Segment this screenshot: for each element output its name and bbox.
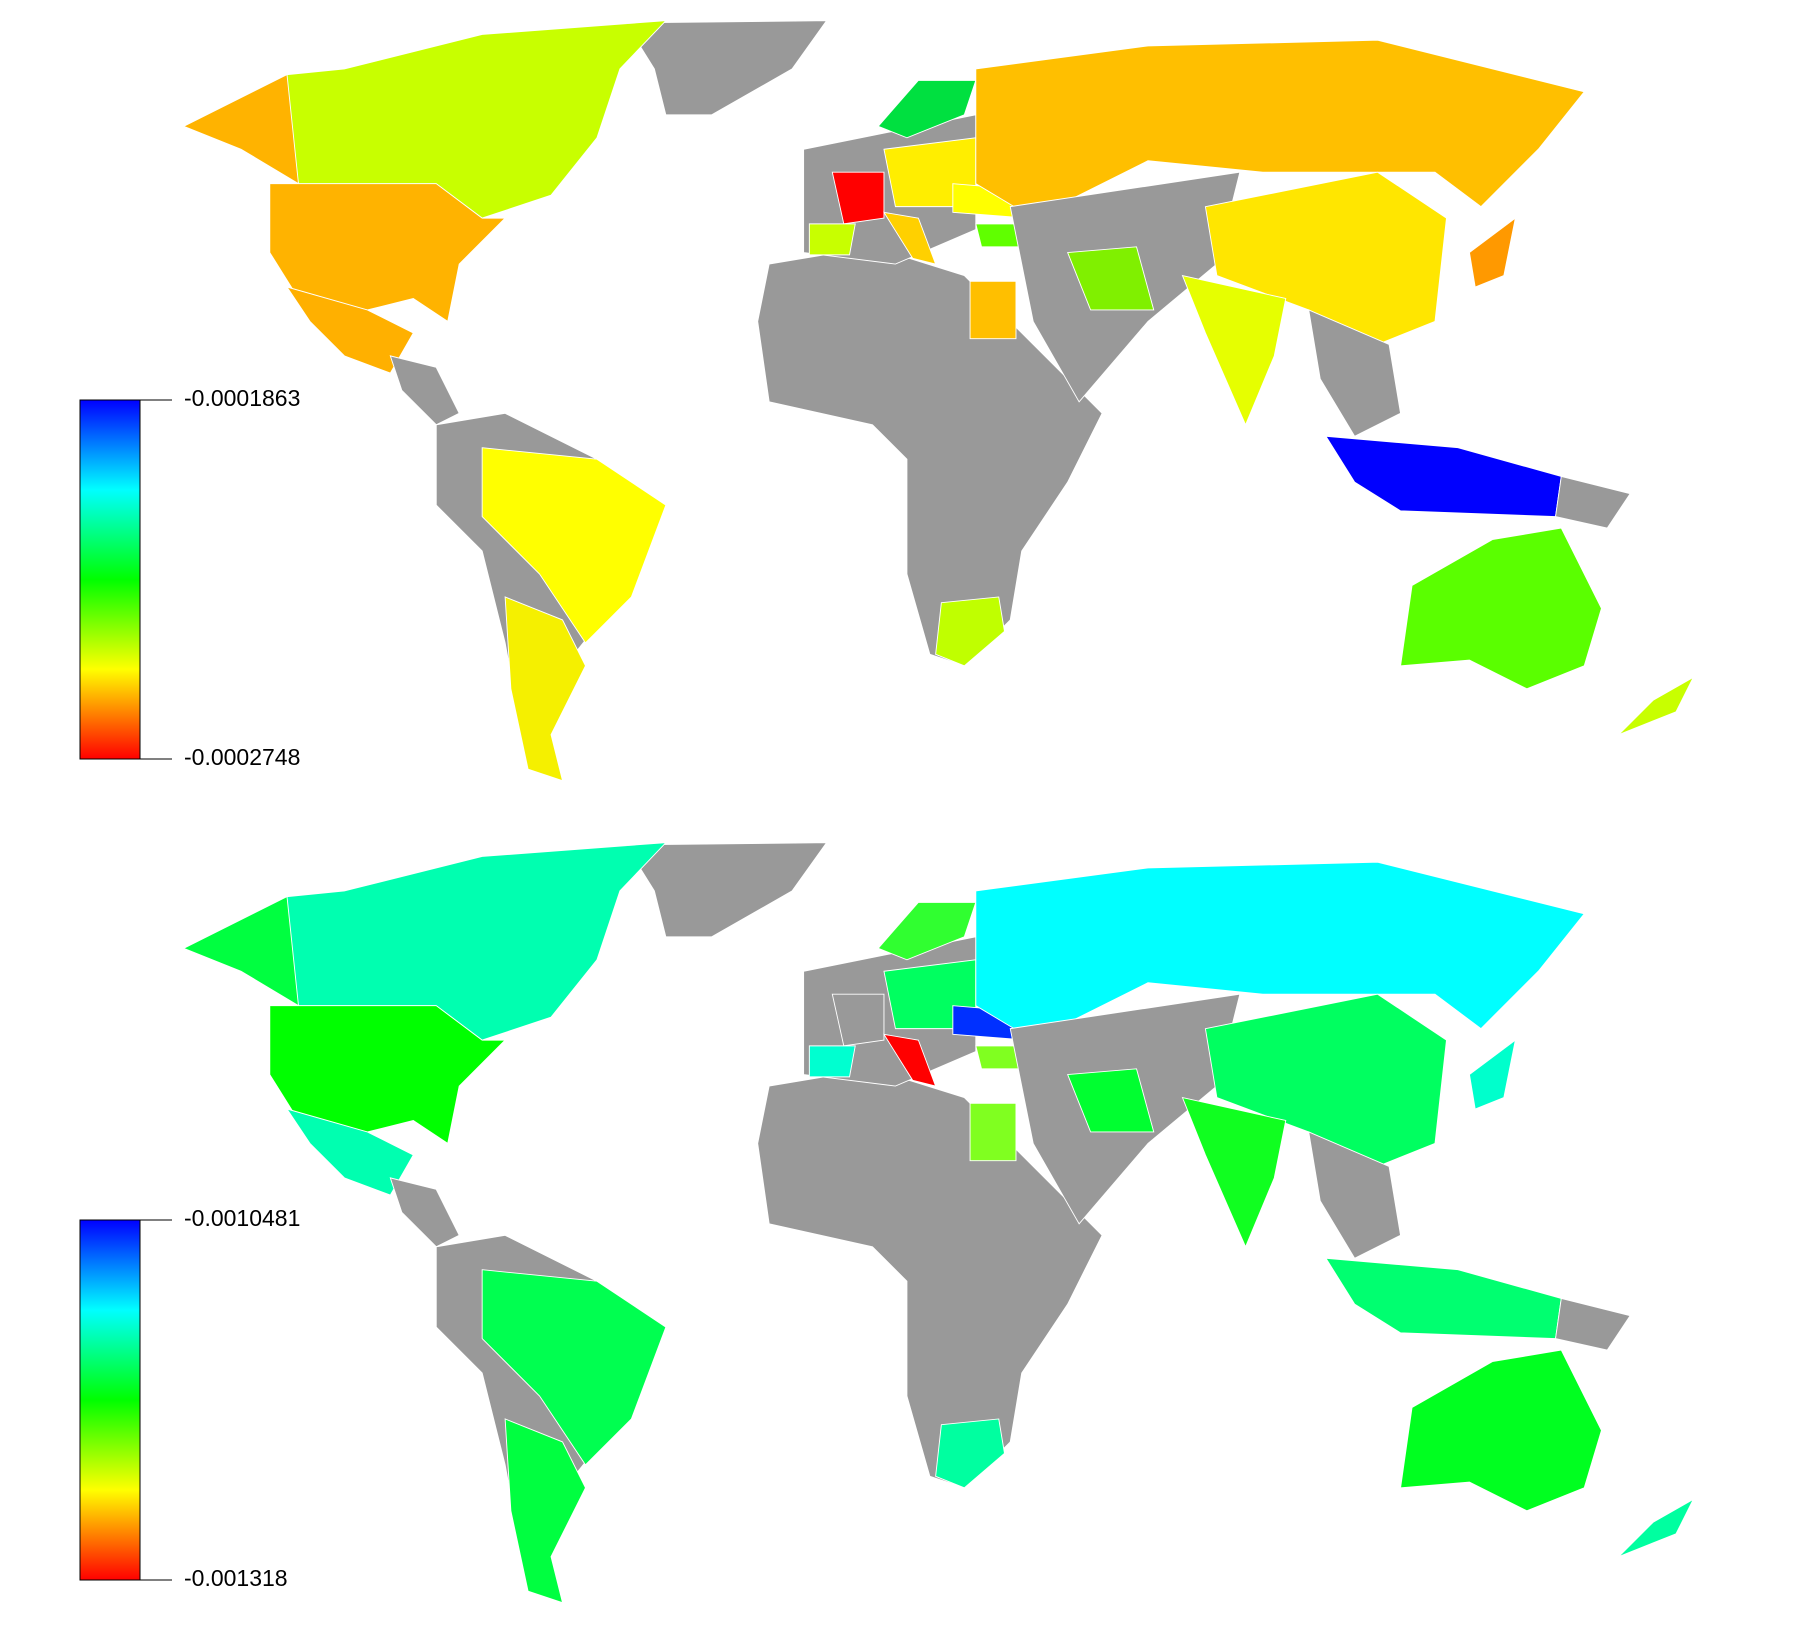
country-indonesia xyxy=(1325,1257,1562,1340)
colorbar-tick-label: -0.001318 xyxy=(184,1565,288,1591)
country-argentina xyxy=(504,1418,586,1604)
country-usa xyxy=(269,183,507,323)
country-papua xyxy=(1555,1297,1631,1351)
country-scandinavia xyxy=(877,901,977,961)
country-south-africa xyxy=(935,596,1005,667)
country-argentina xyxy=(504,596,586,782)
colorbar xyxy=(79,1219,141,1581)
country-iran xyxy=(1066,246,1155,311)
country-japan xyxy=(1468,217,1517,288)
country-australia xyxy=(1400,527,1602,690)
country-egypt xyxy=(969,280,1017,340)
country-usa xyxy=(269,1005,507,1145)
country-italy xyxy=(883,211,937,265)
country-mexico xyxy=(285,1108,414,1196)
country-spain xyxy=(808,1045,856,1078)
country-france xyxy=(831,171,885,225)
world-map xyxy=(182,842,1695,1604)
country-egypt xyxy=(969,1102,1017,1162)
world-map xyxy=(182,20,1695,782)
country-papua xyxy=(1555,475,1631,529)
country-brazil xyxy=(481,1269,667,1466)
country-southeast-asia xyxy=(1308,309,1402,437)
country-southeast-asia xyxy=(1308,1131,1402,1259)
country-greenland xyxy=(624,842,828,938)
country-australia xyxy=(1400,1349,1602,1512)
country-italy xyxy=(883,1033,937,1087)
country-scandinavia xyxy=(877,79,977,139)
country-central-america xyxy=(389,1177,460,1248)
colorbar xyxy=(79,399,141,760)
country-south-africa xyxy=(935,1418,1005,1489)
colorbar-tick-label: -0.0002748 xyxy=(184,744,300,770)
country-mexico xyxy=(285,286,414,374)
country-greenland xyxy=(624,20,828,116)
country-new-zealand xyxy=(1618,1498,1695,1558)
colorbar-tick-label: -0.0001863 xyxy=(184,385,300,411)
country-alaska xyxy=(182,73,300,185)
country-japan xyxy=(1468,1039,1517,1110)
country-new-zealand xyxy=(1618,676,1695,736)
country-iran xyxy=(1066,1068,1155,1133)
country-india xyxy=(1181,274,1287,426)
country-spain xyxy=(808,223,856,256)
country-france xyxy=(831,993,885,1047)
country-brazil xyxy=(481,447,667,644)
colorbar-tick-label: -0.0010481 xyxy=(184,1205,300,1231)
country-central-america xyxy=(389,355,460,426)
country-china xyxy=(1204,993,1447,1167)
country-india xyxy=(1181,1096,1287,1248)
country-china xyxy=(1204,171,1447,345)
country-alaska xyxy=(182,895,300,1007)
country-indonesia xyxy=(1325,435,1562,518)
